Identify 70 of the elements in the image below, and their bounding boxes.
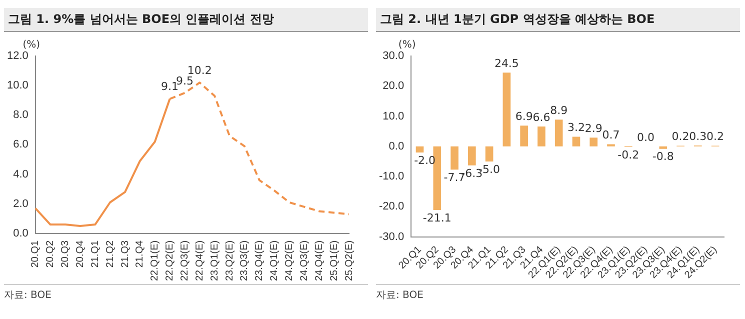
x-tick-label: 22.Q3(E) [179,240,190,282]
y-tick-label: 2.0 [13,198,28,210]
y-tick-label: 10.0 [382,110,404,122]
x-tick-label: 21.Q4 [134,240,146,268]
x-tick-label: 23.Q4(E) [254,240,266,282]
x-tick-label: 22.Q2(E) [164,240,176,282]
x-tick-label: 20.Q2 [45,240,56,268]
bar [554,120,563,146]
chart-title: 그림 2. 내년 1분기 GDP 역성장을 예상하는 BOE [376,8,740,32]
data-label: -21.1 [422,211,452,224]
x-tick-label: 24.Q3(E) [298,240,310,282]
data-label: 0.3 [689,130,707,143]
y-tick-label: 30.0 [382,50,404,62]
data-label: 0.2 [706,130,724,144]
data-label: 0.7 [602,128,620,142]
data-label: 0.0 [637,130,655,144]
data-label: -0.2 [618,148,640,162]
x-tick-label: 24.Q2(E) [284,240,296,282]
y-tick-label: -20.0 [378,200,404,213]
y-tick-label: 8.0 [13,109,28,122]
x-tick-label: 22.Q4(E) [194,240,206,282]
x-tick-label: 20.Q3 [60,240,72,268]
bar [416,146,424,152]
bar [572,136,580,146]
data-label: 6.9 [515,110,533,123]
bar [502,72,511,146]
bar [520,126,528,146]
data-label: 2.9 [584,122,602,136]
y-axis-title: (%) [398,40,416,51]
x-tick-label: 21.Q3 [120,240,131,268]
y-tick-label: -30.0 [378,230,404,243]
x-tick-label: 25.Q1(E) [328,240,340,282]
data-label: 9.5 [176,74,194,88]
x-tick-label: 21.Q1 [90,240,101,268]
x-tick-label: 23.Q1(E) [209,240,220,282]
data-label: 0.2 [672,130,690,144]
data-label: 10.2 [187,64,212,77]
data-label: 6.6 [532,110,550,124]
y-axis-title: (%) [22,40,40,51]
y-tick-label: 6.0 [13,138,28,151]
y-tick-label: -10.0 [378,170,404,183]
y-tick-label: 12.0 [6,50,28,62]
y-tick-label: 10.0 [6,80,28,92]
x-tick-label: 23.Q3(E) [239,240,250,282]
data-label: 3.2 [567,121,585,134]
x-tick-label: 23.Q2(E) [224,240,236,282]
data-label: 24.5 [494,56,519,70]
x-tick-label: 22.Q1(E) [150,240,161,282]
x-tick-label: 20.Q4 [74,240,86,268]
bar [468,146,476,166]
bar [659,146,668,149]
chart-title: 그림 1. 9%를 넘어서는 BOE의 인플레이션 전망 [4,8,368,32]
y-tick-label: 0.0 [388,140,404,152]
x-tick-label: 24.Q1(E) [269,240,280,282]
data-label: 8.9 [550,104,568,117]
bar [450,146,458,170]
x-tick-label: 20.Q1 [30,240,42,268]
x-tick-label: 24.Q4(E) [314,240,325,282]
text: 자료: BOE [376,284,740,302]
x-tick-label: 21.Q2 [104,240,116,268]
data-label: -0.8 [652,150,674,164]
x-tick-label: 25.Q2(E) [344,240,355,282]
y-tick-label: 0.0 [13,227,28,240]
bar [433,146,442,210]
text: 자료: BOE [4,284,368,302]
y-tick-label: 20.0 [382,80,404,92]
bar [590,138,598,146]
y-tick-label: 4.0 [13,168,28,180]
bar [538,126,546,146]
bar [485,146,494,162]
